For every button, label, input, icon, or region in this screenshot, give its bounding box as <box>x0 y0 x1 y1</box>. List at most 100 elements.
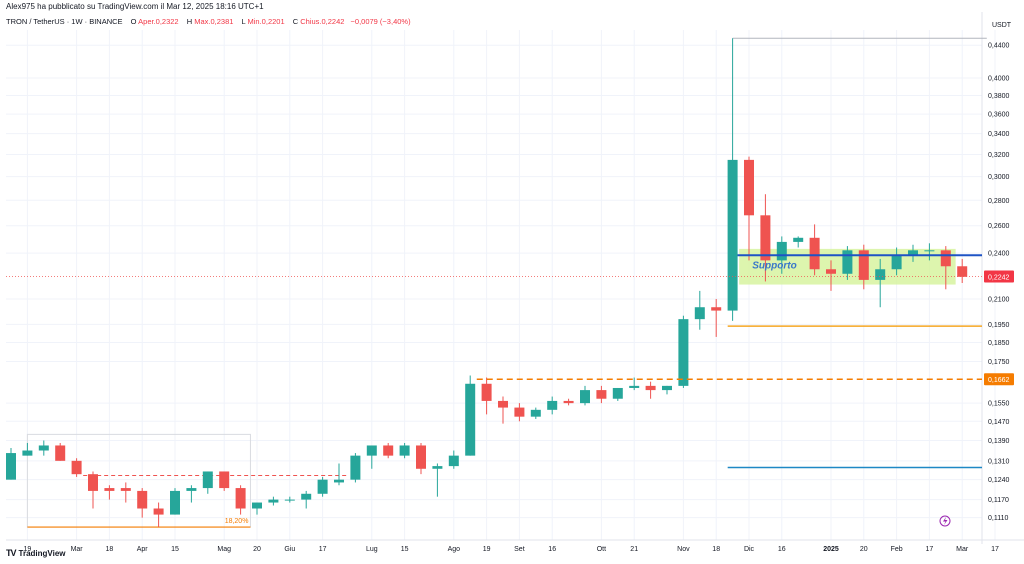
y-tick-label: 0,1390 <box>988 438 1010 445</box>
y-tick-label: 0,1850 <box>988 340 1010 347</box>
symbol-name[interactable]: TRON / TetherUS · 1W · BINANCE <box>6 17 123 26</box>
x-tick-label: Set <box>514 546 525 553</box>
y-tick-label: 0,1470 <box>988 419 1010 426</box>
y-tick-label: 0,3600 <box>988 112 1010 119</box>
candle-body <box>22 450 33 456</box>
candle-body <box>350 455 361 480</box>
currency-label: USDT <box>992 22 1012 29</box>
candle-body <box>366 445 377 456</box>
tradingview-logo[interactable]: TV TradingView <box>6 548 66 558</box>
high-value: Max.0,2381 <box>194 17 234 26</box>
candle-body <box>71 460 82 475</box>
lightning-bolt-icon <box>943 517 948 525</box>
x-tick-label: 17 <box>319 546 327 553</box>
candle-body <box>399 445 410 456</box>
y-tick-label: 0,2100 <box>988 296 1010 303</box>
x-tick-label: 18 <box>106 546 114 553</box>
price-badge <box>984 373 1014 386</box>
y-tick-label: 0,2600 <box>988 223 1010 230</box>
y-tick-label: 0,1310 <box>988 458 1010 465</box>
x-tick-label: Feb <box>891 546 903 553</box>
candle-body <box>153 508 164 515</box>
candle-body <box>252 502 262 509</box>
low-label: L <box>241 17 246 26</box>
y-tick-label: 0,3000 <box>988 174 1010 181</box>
candle-body <box>334 479 344 483</box>
candle-body <box>826 269 836 274</box>
x-tick-label: 16 <box>548 546 556 553</box>
candle-body <box>924 250 935 252</box>
x-tick-label: Apr <box>137 546 149 553</box>
candle-body <box>317 479 328 494</box>
candle-body <box>202 471 213 489</box>
x-tick-label: 2025 <box>823 546 839 553</box>
x-tick-label: Dic <box>744 546 755 553</box>
y-tick-label: 0,1110 <box>988 515 1008 522</box>
y-tick-label: 0,3800 <box>988 93 1010 100</box>
candle-body <box>694 307 705 320</box>
candle-body <box>596 390 607 399</box>
x-tick-label: 20 <box>860 546 868 553</box>
x-tick-label: 17 <box>991 546 999 553</box>
candle-body <box>547 400 558 410</box>
candle-body <box>170 490 180 515</box>
x-tick-label: 15 <box>401 546 409 553</box>
candle-body <box>809 237 820 270</box>
y-tick-label: 0,3200 <box>988 152 1010 159</box>
price-badge-label: 0,1662 <box>988 377 1010 384</box>
candle-body <box>432 466 443 469</box>
candle-body <box>465 383 476 456</box>
candle-body <box>6 453 16 480</box>
candle-body <box>55 445 66 461</box>
candle-body <box>104 488 115 491</box>
candle-body <box>530 409 541 417</box>
x-tick-label: 15 <box>171 546 179 553</box>
support-label: Supporto <box>752 260 796 271</box>
y-tick-label: 0,1750 <box>988 359 1010 366</box>
y-tick-label: 0,4400 <box>988 43 1010 50</box>
candle-body <box>957 266 968 277</box>
candle-body <box>448 455 459 467</box>
open-label: O <box>130 17 137 26</box>
y-tick-label: 0,1550 <box>988 401 1010 408</box>
candle-body <box>842 250 853 274</box>
x-tick-label: 19 <box>483 546 491 553</box>
candle-body <box>383 445 394 456</box>
candle-body <box>908 250 918 257</box>
candle-body <box>727 159 738 311</box>
candle-body <box>744 159 754 216</box>
candle-body <box>793 237 804 242</box>
candle-body <box>858 250 869 280</box>
candle-body <box>137 490 148 509</box>
change-value: −0,0079 (−3,40%) <box>350 17 411 26</box>
candle-body <box>875 269 886 280</box>
candle-body <box>678 319 689 386</box>
candle-body <box>284 499 295 501</box>
y-tick-label: 0,2800 <box>988 198 1010 205</box>
y-tick-label: 0,1240 <box>988 477 1010 484</box>
y-tick-label: 0,3400 <box>988 131 1010 138</box>
x-tick-label: Ago <box>448 546 461 553</box>
candle-body <box>416 445 426 469</box>
x-tick-label: 21 <box>630 546 638 553</box>
x-tick-label: Ott <box>597 546 606 553</box>
candle-body <box>186 488 197 491</box>
candle-body <box>711 307 722 311</box>
y-tick-label: 0,4000 <box>988 75 1010 82</box>
candle-body <box>120 488 131 491</box>
candle-body <box>301 493 312 500</box>
candle-body <box>268 499 279 503</box>
low-value: Min.0,2201 <box>247 17 285 26</box>
candle-body <box>481 383 492 401</box>
x-tick-label: 18 <box>712 546 720 553</box>
publisher-line: Alex975 ha pubblicato su TradingView.com… <box>6 2 264 11</box>
x-tick-label: Lug <box>366 546 378 553</box>
y-tick-label: 0,2400 <box>988 251 1010 258</box>
candle-body <box>219 471 230 489</box>
x-tick-label: 17 <box>926 546 934 553</box>
close-value: Chius.0,2242 <box>300 17 345 26</box>
price-badge-label: 0,2242 <box>988 275 1010 282</box>
symbol-header: TRON / TetherUS · 1W · BINANCE O Aper.0,… <box>6 17 411 26</box>
candle-body <box>645 385 656 391</box>
